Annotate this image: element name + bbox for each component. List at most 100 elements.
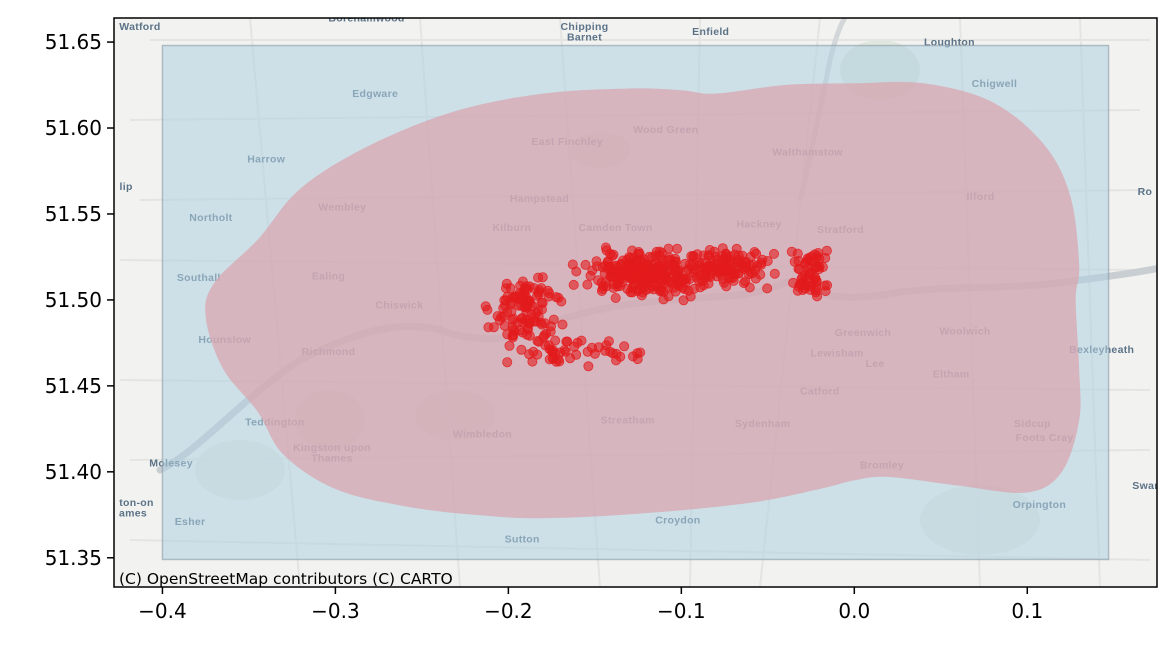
scatter-point bbox=[583, 361, 594, 372]
y-tick-label: 51.45 bbox=[45, 374, 102, 398]
scatter-point bbox=[617, 276, 628, 287]
scatter-point bbox=[480, 301, 491, 312]
scatter-point bbox=[615, 351, 626, 362]
scatter-point bbox=[695, 282, 706, 293]
scatter-point bbox=[557, 319, 568, 330]
scatter-point bbox=[499, 295, 510, 306]
x-axis: −0.4 −0.3 −0.2 −0.1 0.0 0.1 bbox=[138, 587, 1043, 623]
scatter-point bbox=[769, 268, 780, 279]
place-label: Borehamwood bbox=[328, 12, 404, 24]
scatter-point bbox=[809, 256, 820, 267]
scatter-point bbox=[553, 354, 564, 365]
scatter-point bbox=[591, 256, 602, 267]
scatter-point bbox=[568, 279, 579, 290]
scatter-point bbox=[610, 292, 621, 303]
y-tick-label: 51.50 bbox=[45, 288, 102, 312]
scatter-point bbox=[502, 357, 513, 368]
scatter-point bbox=[684, 274, 695, 285]
scatter-point bbox=[793, 263, 804, 274]
scatter-points bbox=[480, 242, 833, 372]
scatter-point bbox=[537, 272, 548, 283]
scatter-point bbox=[811, 275, 822, 286]
scatter-point bbox=[705, 271, 716, 282]
scatter-point bbox=[561, 336, 572, 347]
scatter-point bbox=[536, 319, 547, 330]
place-label: Barnet bbox=[567, 31, 602, 43]
scatter-point bbox=[585, 270, 596, 281]
y-axis: 51.35 51.40 51.45 51.50 51.55 51.60 51.65 bbox=[45, 30, 114, 570]
place-label: Enfield bbox=[692, 26, 729, 38]
scatter-point bbox=[716, 251, 727, 262]
scatter-point bbox=[696, 258, 707, 269]
x-tick-label: 0.1 bbox=[1011, 599, 1043, 623]
scatter-point bbox=[672, 243, 683, 254]
scatter-point bbox=[738, 278, 749, 289]
place-label: lip bbox=[120, 181, 133, 193]
scatter-point bbox=[508, 330, 519, 341]
scatter-point bbox=[580, 259, 591, 270]
scatter-point bbox=[524, 281, 535, 292]
scatter-point bbox=[608, 279, 619, 290]
scatter-point bbox=[626, 265, 637, 276]
scatter-point bbox=[751, 248, 762, 259]
scatter-point bbox=[517, 313, 528, 324]
scatter-point bbox=[556, 296, 567, 307]
scatter-point bbox=[504, 340, 515, 351]
place-label: Chipping bbox=[561, 21, 609, 33]
place-label: ton-on bbox=[119, 497, 153, 509]
scatter-point bbox=[643, 268, 654, 279]
scatter-point bbox=[727, 272, 738, 283]
scatter-point bbox=[640, 285, 651, 296]
scatter-point bbox=[762, 283, 773, 294]
y-tick-label: 51.60 bbox=[45, 116, 102, 140]
scatter-point bbox=[654, 250, 665, 261]
scatter-point bbox=[615, 268, 626, 279]
scatter-point bbox=[688, 251, 699, 262]
x-tick-label: −0.1 bbox=[657, 599, 706, 623]
scatter-point bbox=[817, 262, 828, 273]
scatter-point bbox=[507, 314, 518, 325]
scatter-point bbox=[786, 246, 797, 257]
scatter-point bbox=[822, 280, 833, 291]
scatter-point bbox=[715, 266, 726, 277]
scatter-point bbox=[601, 340, 612, 351]
x-tick-label: −0.2 bbox=[484, 599, 533, 623]
scatter-point bbox=[769, 248, 780, 259]
scatter-point bbox=[624, 252, 635, 263]
place-label: ames bbox=[119, 508, 147, 520]
scatter-point bbox=[569, 341, 580, 352]
scatter-point bbox=[543, 340, 554, 351]
place-label: Watford bbox=[119, 21, 160, 33]
scatter-point bbox=[737, 250, 748, 261]
scatter-point bbox=[709, 246, 720, 257]
scatter-point bbox=[524, 349, 535, 360]
scatter-point bbox=[653, 261, 664, 272]
scatter-point bbox=[600, 242, 611, 253]
scatter-point bbox=[516, 344, 527, 355]
scatter-point bbox=[635, 347, 646, 358]
scatter-point bbox=[571, 266, 582, 277]
scatter-point bbox=[546, 321, 557, 332]
x-tick-label: −0.4 bbox=[138, 599, 187, 623]
place-label: Ro bbox=[1138, 186, 1153, 198]
y-tick-label: 51.65 bbox=[45, 30, 102, 54]
scatter-point bbox=[658, 294, 669, 305]
scatter-point bbox=[608, 249, 619, 260]
place-label: Swan bbox=[1132, 480, 1161, 492]
scatter-point bbox=[532, 335, 543, 346]
scatter-point bbox=[598, 281, 609, 292]
y-tick-label: 51.35 bbox=[45, 546, 102, 570]
scatter-point bbox=[582, 279, 593, 290]
x-tick-label: 0.0 bbox=[838, 599, 870, 623]
scatter-point bbox=[533, 287, 544, 298]
scatter-point bbox=[619, 341, 630, 352]
scatter-point bbox=[752, 261, 763, 272]
scatter-point bbox=[801, 280, 812, 291]
scatter-point bbox=[589, 348, 600, 359]
scatter-point bbox=[821, 245, 832, 256]
scatter-point bbox=[488, 322, 499, 333]
axes-frame bbox=[113, 17, 1158, 588]
scatter-point bbox=[501, 278, 512, 289]
scatter-point bbox=[750, 273, 761, 284]
